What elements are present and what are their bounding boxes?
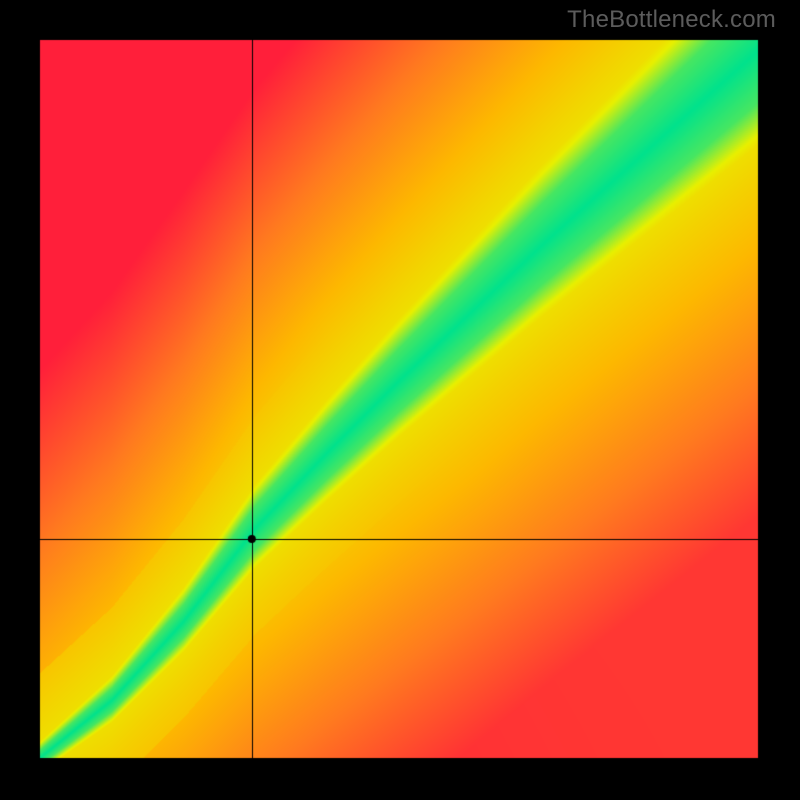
bottleneck-heatmap [0, 0, 800, 800]
watermark-text: TheBottleneck.com [567, 6, 776, 34]
chart-container: TheBottleneck.com [0, 0, 800, 800]
